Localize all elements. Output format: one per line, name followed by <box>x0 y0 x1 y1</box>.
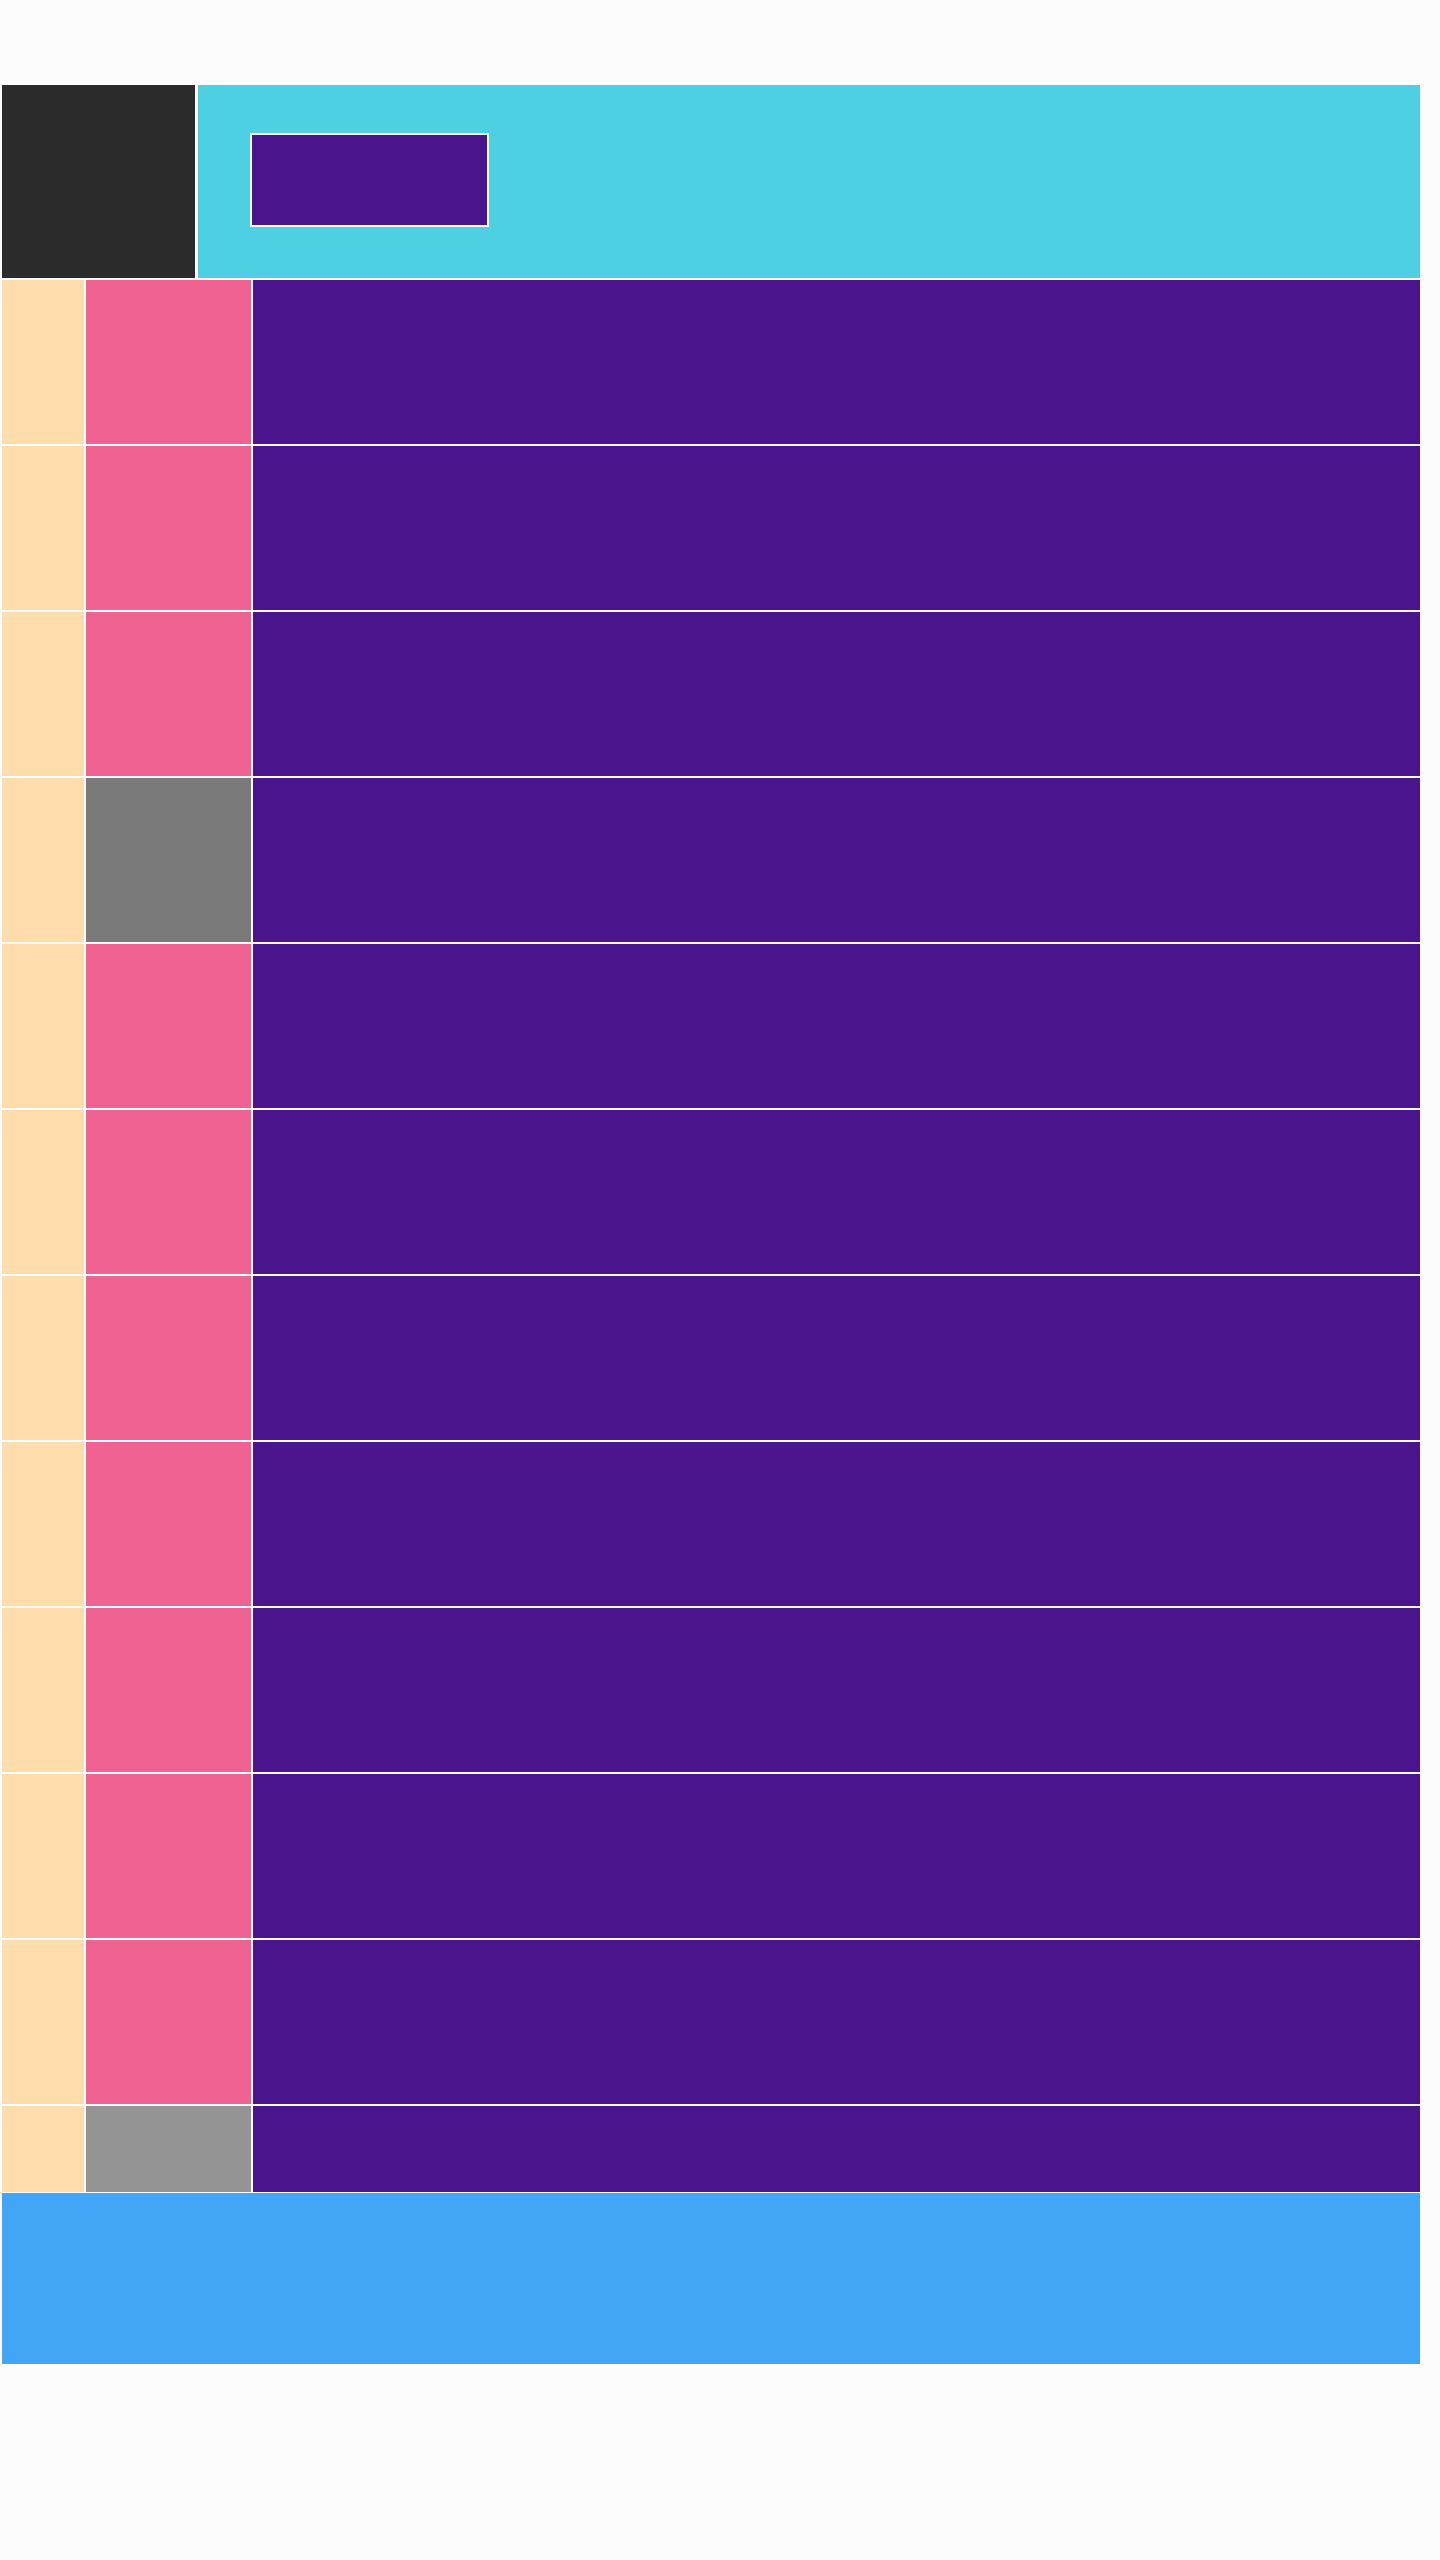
list-item[interactable] <box>2 1774 1420 1938</box>
header-bar <box>198 85 1420 278</box>
list-item[interactable] <box>2 612 1420 776</box>
row-content-cell <box>253 1774 1420 1938</box>
row-leading-cell <box>2 2106 84 2192</box>
list-item[interactable] <box>2 1276 1420 1440</box>
row-content-cell <box>253 280 1420 444</box>
row-content-cell <box>253 944 1420 1108</box>
row-content-cell <box>253 1110 1420 1274</box>
row-icon-cell <box>86 1442 251 1606</box>
row-content-cell <box>253 1442 1420 1606</box>
row-leading-cell <box>2 1940 84 2104</box>
row-leading-cell <box>2 446 84 610</box>
footer-bar <box>2 2193 1420 2364</box>
row-leading-cell <box>2 612 84 776</box>
row-content-cell <box>253 2106 1420 2192</box>
row-icon-cell <box>86 1276 251 1440</box>
row-icon-cell <box>86 446 251 610</box>
row-icon-cell <box>86 1608 251 1772</box>
row-content-cell <box>253 446 1420 610</box>
row-content-cell <box>253 778 1420 942</box>
row-content-cell <box>253 1276 1420 1440</box>
list-item[interactable] <box>2 280 1420 444</box>
row-leading-cell <box>2 944 84 1108</box>
list <box>2 280 1420 2192</box>
row-content-cell <box>253 612 1420 776</box>
list-item[interactable] <box>2 1940 1420 2104</box>
row-content-cell <box>253 1940 1420 2104</box>
row-leading-cell <box>2 1276 84 1440</box>
list-item-partial[interactable] <box>2 2106 1420 2192</box>
row-leading-cell <box>2 778 84 942</box>
row-icon-cell-partial <box>86 2106 251 2192</box>
list-item[interactable] <box>2 1110 1420 1274</box>
header-button[interactable] <box>250 133 489 227</box>
row-icon-cell <box>86 1940 251 2104</box>
list-item[interactable] <box>2 1442 1420 1606</box>
list-item[interactable] <box>2 778 1420 942</box>
logo-block <box>2 85 195 278</box>
list-item[interactable] <box>2 944 1420 1108</box>
list-item[interactable] <box>2 1608 1420 1772</box>
row-leading-cell <box>2 1774 84 1938</box>
row-icon-cell <box>86 612 251 776</box>
row-leading-cell <box>2 1442 84 1606</box>
row-icon-cell <box>86 1110 251 1274</box>
row-content-cell <box>253 1608 1420 1772</box>
row-leading-cell <box>2 1110 84 1274</box>
header <box>2 85 1420 278</box>
row-leading-cell <box>2 1608 84 1772</box>
row-icon-cell <box>86 280 251 444</box>
app-window <box>2 85 1420 2364</box>
list-item[interactable] <box>2 446 1420 610</box>
row-icon-cell <box>86 1774 251 1938</box>
row-icon-cell <box>86 944 251 1108</box>
row-icon-cell-disabled <box>86 778 251 942</box>
row-leading-cell <box>2 280 84 444</box>
